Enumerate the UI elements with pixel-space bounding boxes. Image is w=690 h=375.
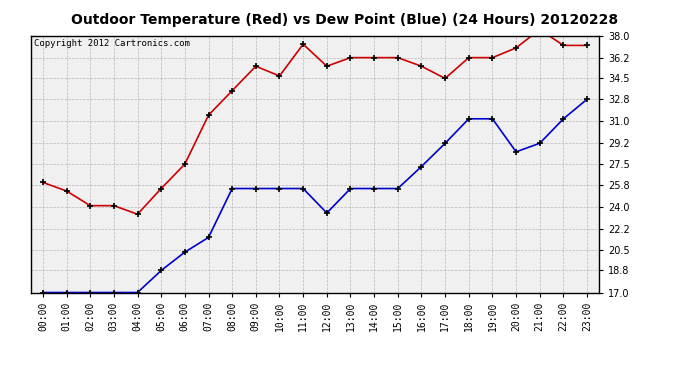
Text: Outdoor Temperature (Red) vs Dew Point (Blue) (24 Hours) 20120228: Outdoor Temperature (Red) vs Dew Point (… [72,13,618,27]
Text: Copyright 2012 Cartronics.com: Copyright 2012 Cartronics.com [34,39,190,48]
